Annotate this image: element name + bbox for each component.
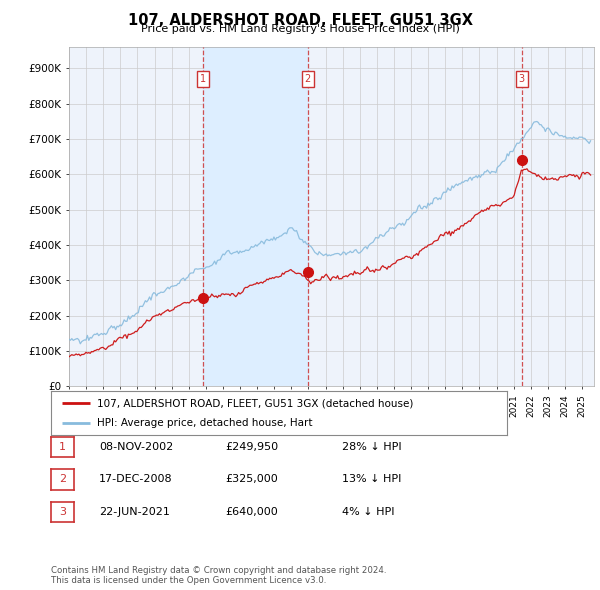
Text: 4% ↓ HPI: 4% ↓ HPI <box>342 507 395 517</box>
Text: Contains HM Land Registry data © Crown copyright and database right 2024.: Contains HM Land Registry data © Crown c… <box>51 566 386 575</box>
Text: 2: 2 <box>59 474 66 484</box>
Text: This data is licensed under the Open Government Licence v3.0.: This data is licensed under the Open Gov… <box>51 576 326 585</box>
Text: 22-JUN-2021: 22-JUN-2021 <box>99 507 170 517</box>
Text: 3: 3 <box>59 507 66 517</box>
Text: 08-NOV-2002: 08-NOV-2002 <box>99 442 173 452</box>
Text: 17-DEC-2008: 17-DEC-2008 <box>99 474 173 484</box>
Text: 107, ALDERSHOT ROAD, FLEET, GU51 3GX (detached house): 107, ALDERSHOT ROAD, FLEET, GU51 3GX (de… <box>97 398 413 408</box>
Text: 13% ↓ HPI: 13% ↓ HPI <box>342 474 401 484</box>
Text: 107, ALDERSHOT ROAD, FLEET, GU51 3GX: 107, ALDERSHOT ROAD, FLEET, GU51 3GX <box>128 13 473 28</box>
Text: 3: 3 <box>518 74 525 84</box>
Bar <box>203 47 308 386</box>
Text: HPI: Average price, detached house, Hart: HPI: Average price, detached house, Hart <box>97 418 312 428</box>
Text: 2: 2 <box>305 74 311 84</box>
Text: Price paid vs. HM Land Registry's House Price Index (HPI): Price paid vs. HM Land Registry's House … <box>140 24 460 34</box>
Text: £249,950: £249,950 <box>225 442 278 452</box>
Text: £325,000: £325,000 <box>225 474 278 484</box>
Text: 1: 1 <box>59 442 66 452</box>
Text: 1: 1 <box>200 74 206 84</box>
Text: £640,000: £640,000 <box>225 507 278 517</box>
Text: 28% ↓ HPI: 28% ↓ HPI <box>342 442 401 452</box>
